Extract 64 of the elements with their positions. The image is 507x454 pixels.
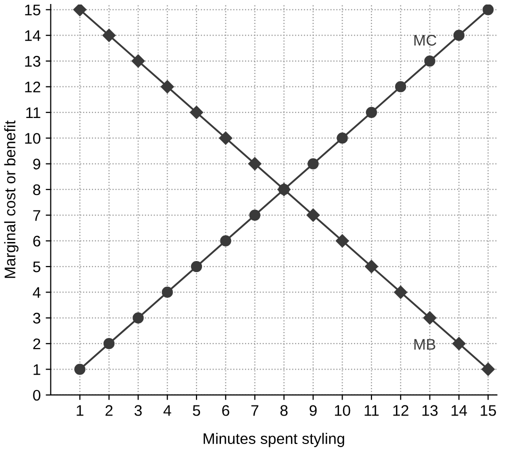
point [190, 106, 204, 120]
series-label: MB [414, 339, 436, 350]
point [453, 30, 465, 41]
x-tick-label: 10 [334, 405, 350, 416]
y-tick-label: 13 [25, 56, 40, 67]
point [162, 286, 173, 298]
y-tick-label: 4 [32, 287, 41, 298]
y-tick-label: 6 [33, 236, 40, 247]
point [424, 55, 436, 67]
point [73, 4, 86, 16]
y-tick-label: 0 [33, 390, 40, 401]
point [103, 338, 115, 350]
x-tick-label: 6 [222, 405, 230, 416]
y-tick-label: 5 [33, 262, 40, 272]
point [452, 337, 466, 350]
point [249, 210, 260, 221]
y-tick-label: 10 [25, 132, 40, 144]
y-axis-title: Marginal cost or benefit [4, 120, 18, 278]
point [248, 157, 262, 170]
x-tick-label: 5 [192, 405, 200, 416]
point [278, 184, 290, 196]
point [336, 132, 348, 144]
point [219, 132, 232, 145]
point [394, 286, 408, 299]
y-tick-label: 3 [33, 312, 40, 324]
y-tick-label: 12 [25, 82, 40, 92]
y-tick-label: 14 [25, 30, 41, 41]
point [74, 364, 86, 375]
point [160, 80, 174, 94]
y-tick-label: 9 [33, 158, 40, 170]
y-tick-label: 8 [33, 184, 40, 196]
x-tick-label: 8 [280, 405, 288, 416]
x-tick-label: 7 [251, 405, 258, 416]
point [423, 311, 436, 325]
x-tick-label: 9 [310, 405, 317, 416]
x-tick-label: 14 [452, 405, 467, 416]
point [190, 260, 202, 272]
y-tick-label: 1 [34, 364, 40, 375]
x-tick-label: 13 [422, 405, 438, 416]
point [308, 158, 319, 170]
y-tick-label: 7 [33, 210, 40, 221]
x-tick-label: 11 [364, 405, 379, 416]
point [482, 4, 494, 16]
x-tick-label: 3 [134, 405, 142, 416]
point [395, 81, 406, 92]
point [482, 362, 495, 376]
series-label: MC [414, 34, 436, 46]
x-tick-label: 15 [480, 405, 496, 416]
x-tick-label: 4 [163, 405, 172, 416]
y-tick-label: 15 [25, 4, 40, 16]
point [132, 312, 144, 324]
point [132, 54, 145, 68]
point [336, 234, 349, 248]
x-tick-label: 1 [76, 405, 84, 416]
point [102, 28, 116, 42]
y-tick-label: 11 [26, 107, 40, 118]
x-tick-label: 2 [106, 405, 113, 416]
point [366, 106, 378, 118]
x-axis-title: Minutes spent styling [204, 432, 344, 448]
point [220, 235, 232, 246]
point [364, 260, 378, 274]
x-tick-label: 12 [393, 405, 408, 416]
point [306, 208, 320, 222]
y-tick-label: 2 [33, 338, 40, 350]
